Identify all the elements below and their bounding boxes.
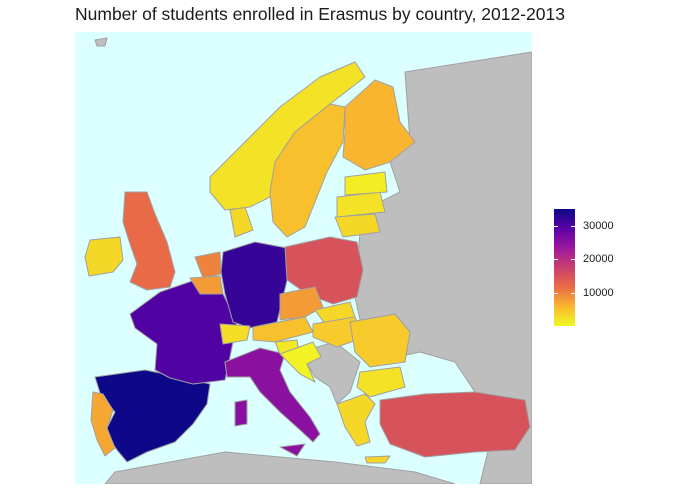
country-poland: [284, 236, 364, 305]
country-germany: [220, 241, 290, 329]
map-canvas: [84, 37, 532, 484]
country-sweden: [269, 103, 346, 238]
land-north-africa: [104, 451, 456, 484]
country-uk: [122, 191, 176, 291]
country-sicily: [279, 443, 306, 457]
legend-tick-label: 30000: [583, 220, 614, 232]
legend-tick-label: 20000: [583, 253, 614, 265]
country-austria: [252, 316, 314, 343]
country-switzerland: [219, 323, 251, 345]
map-title: Number of students enrolled in Erasmus b…: [75, 4, 565, 24]
choropleth-map: [75, 32, 532, 484]
country-denmark: [229, 206, 254, 238]
legend-tick-label: 10000: [583, 287, 614, 299]
country-lithuania: [334, 213, 381, 238]
country-turkey: [379, 391, 531, 458]
country-sardinia: [234, 399, 248, 427]
country-netherlands: [194, 251, 222, 279]
country-greece: [336, 393, 376, 447]
country-belgium: [189, 275, 224, 295]
legend-tick-mark: [571, 293, 575, 294]
legend-tick-mark: [554, 259, 558, 260]
country-crete: [364, 455, 391, 464]
legend-tick-mark: [571, 259, 575, 260]
country-latvia: [336, 191, 386, 218]
land-greenland-tip: [94, 37, 108, 47]
legend-tick-mark: [554, 293, 558, 294]
country-croatia: [279, 341, 322, 383]
country-estonia: [344, 171, 388, 196]
legend-gradient: [554, 209, 575, 326]
country-czech: [279, 286, 324, 321]
legend-tick-mark: [554, 226, 558, 227]
country-portugal: [90, 391, 116, 457]
country-ireland: [84, 236, 124, 277]
country-finland: [342, 79, 416, 171]
legend-tick-mark: [571, 226, 575, 227]
country-romania: [349, 313, 411, 368]
legend-colorbar: [554, 209, 575, 326]
country-bulgaria: [356, 366, 406, 398]
